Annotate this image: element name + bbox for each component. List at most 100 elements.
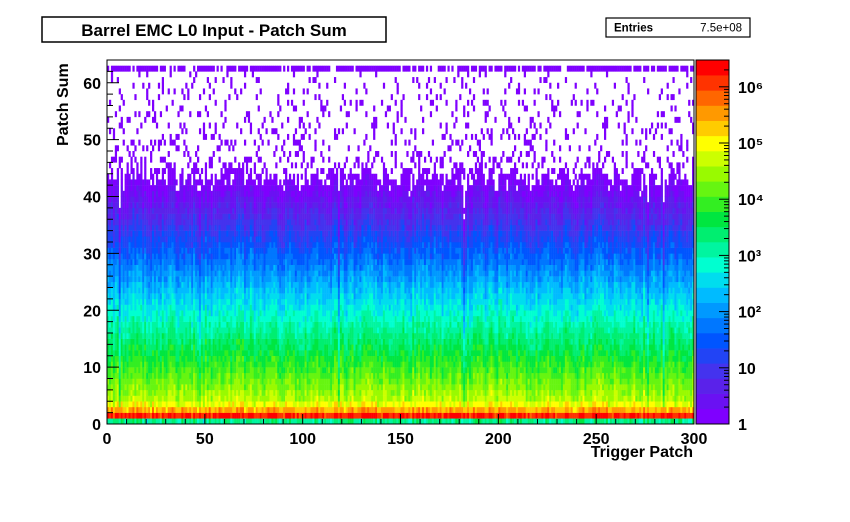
heatmap-cell: [175, 133, 178, 140]
heatmap-cell: [146, 401, 149, 408]
heatmap-cell: [240, 344, 243, 351]
heatmap-cell: [277, 213, 280, 220]
heatmap-cell: [220, 293, 223, 300]
heatmap-cell: [281, 242, 284, 248]
heatmap-cell: [195, 224, 198, 231]
heatmap-cell: [108, 207, 112, 214]
heatmap-cell: [269, 207, 272, 214]
heatmap-cell: [108, 224, 112, 231]
heatmap-cell: [183, 355, 186, 362]
heatmap-cell: [159, 401, 163, 408]
heatmap-cell: [255, 384, 258, 391]
heatmap-cell: [152, 412, 155, 419]
heatmap-cell: [130, 406, 133, 413]
heatmap-cell: [118, 333, 121, 339]
heatmap-cell: [173, 298, 176, 305]
heatmap-cell: [247, 111, 251, 118]
heatmap-cell: [171, 378, 174, 385]
heatmap-cell: [245, 236, 249, 243]
heatmap-cell: [177, 111, 180, 118]
heatmap-cell: [261, 321, 264, 328]
heatmap-cell: [118, 105, 121, 112]
heatmap-cell: [265, 418, 268, 425]
heatmap-cell: [110, 190, 114, 197]
heatmap-cell: [236, 321, 239, 328]
heatmap-cell: [279, 281, 282, 288]
heatmap-cell: [146, 367, 149, 374]
heatmap-cell: [179, 315, 182, 322]
heatmap-cell: [183, 185, 186, 192]
heatmap-cell: [251, 236, 254, 243]
heatmap-cell: [302, 224, 305, 231]
heatmap-cell: [144, 412, 147, 419]
heatmap-cell: [134, 156, 137, 163]
heatmap-cell: [281, 310, 284, 317]
heatmap-cell: [148, 287, 151, 294]
heatmap-cell: [224, 190, 227, 197]
heatmap-cell: [304, 401, 307, 408]
heatmap-cell: [287, 242, 290, 248]
heatmap-cell: [122, 99, 125, 106]
heatmap-cell: [193, 196, 196, 203]
heatmap-cell: [288, 276, 292, 283]
heatmap-cell: [251, 338, 254, 345]
heatmap-cell: [144, 350, 147, 356]
heatmap-cell: [281, 418, 284, 425]
heatmap-cell: [261, 406, 264, 413]
heatmap-cell: [265, 333, 268, 339]
heatmap-cell: [269, 253, 272, 260]
heatmap-cell: [234, 401, 237, 408]
heatmap-cell: [300, 190, 303, 197]
heatmap-cell: [210, 372, 213, 379]
heatmap-cell: [124, 173, 127, 180]
heatmap-cell: [208, 418, 211, 425]
heatmap-cell: [214, 333, 217, 339]
heatmap-cell: [195, 71, 198, 78]
heatmap-cell: [228, 384, 231, 391]
heatmap-cell: [112, 418, 116, 425]
heatmap-cell: [228, 401, 231, 408]
heatmap-cell: [247, 333, 251, 339]
heatmap-cell: [308, 207, 311, 214]
heatmap-cell: [185, 344, 188, 351]
heatmap-cell: [198, 287, 202, 294]
heatmap-cell: [157, 259, 161, 265]
heatmap-cell: [236, 122, 239, 129]
heatmap-cell: [251, 65, 254, 72]
heatmap-cell: [108, 315, 112, 322]
heatmap-cell: [255, 344, 258, 351]
heatmap-cell: [108, 395, 112, 402]
heatmap-cell: [140, 293, 143, 300]
heatmap-cell: [177, 196, 180, 203]
heatmap-cell: [112, 361, 116, 368]
heatmap-cell: [153, 230, 157, 237]
heatmap-cell: [273, 224, 276, 231]
heatmap-cell: [171, 395, 174, 402]
heatmap-cell: [161, 264, 164, 271]
heatmap-cell: [255, 276, 258, 283]
heatmap-cell: [179, 321, 182, 328]
heatmap-cell: [200, 367, 204, 374]
heatmap-cell: [136, 298, 139, 305]
heatmap-cell: [245, 270, 249, 277]
heatmap-cell: [212, 367, 215, 374]
heatmap-cell: [173, 196, 176, 203]
heatmap-cell: [263, 276, 266, 283]
heatmap-cell: [292, 378, 296, 385]
heatmap-cell: [253, 367, 256, 374]
heatmap-cell: [153, 304, 157, 311]
heatmap-cell: [140, 219, 143, 226]
heatmap-cell: [202, 259, 206, 265]
heatmap-cell: [163, 327, 166, 334]
heatmap-cell: [271, 236, 274, 243]
heatmap-cell: [226, 355, 229, 362]
heatmap-cell: [240, 173, 243, 180]
heatmap-cell: [171, 361, 174, 368]
heatmap-cell: [245, 384, 249, 391]
heatmap-cell: [197, 242, 200, 248]
heatmap-cell: [214, 253, 217, 260]
heatmap-cell: [155, 401, 159, 408]
heatmap-cell: [308, 327, 311, 334]
heatmap-cell: [220, 350, 223, 356]
heatmap-cell: [108, 264, 112, 271]
